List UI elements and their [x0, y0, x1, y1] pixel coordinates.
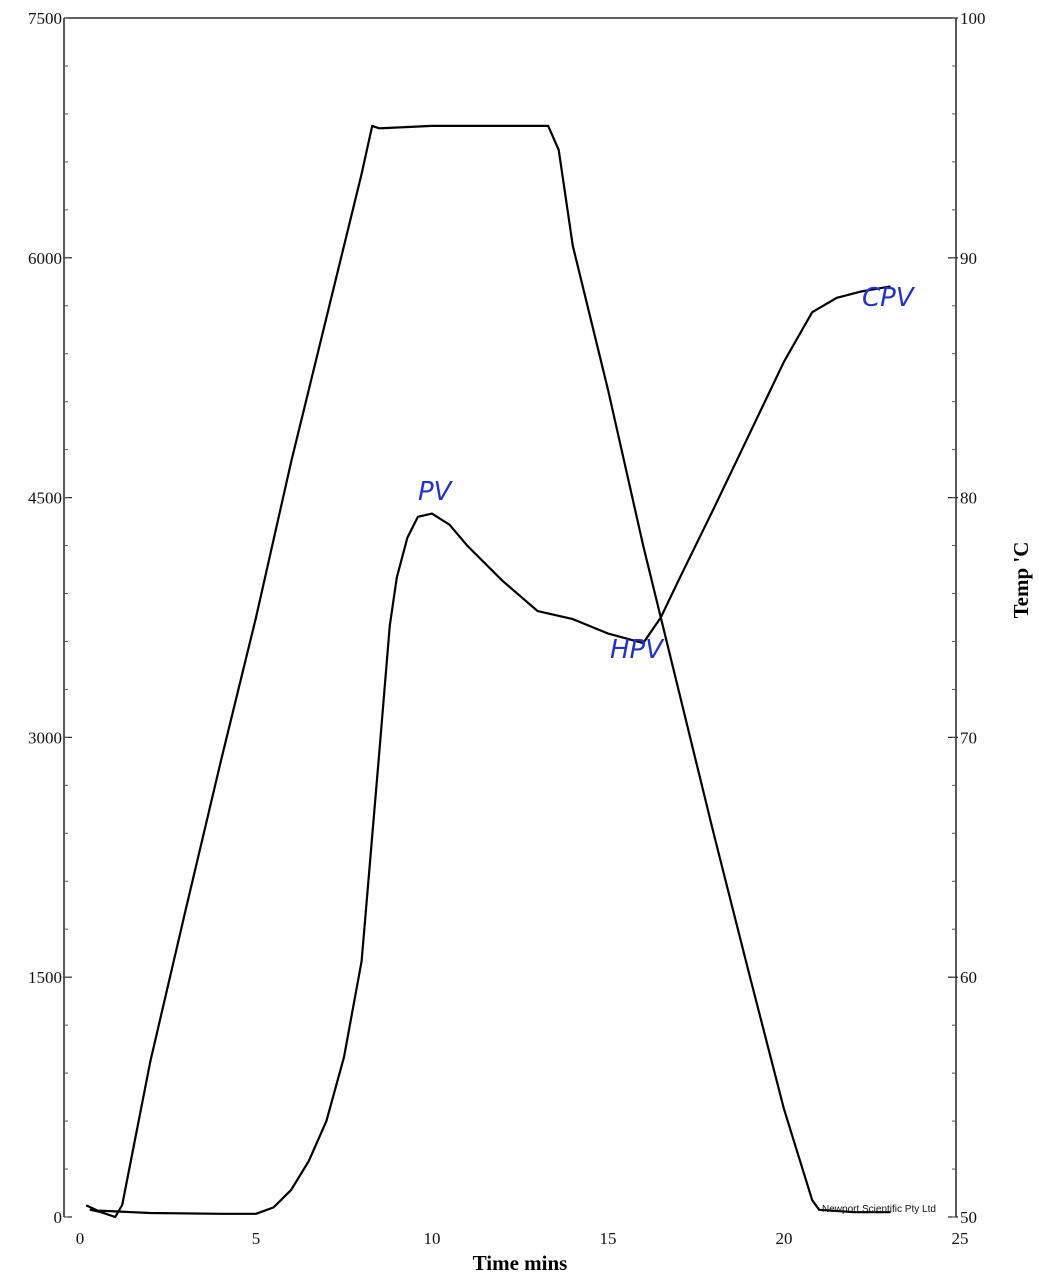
annotation-hpv: HPV — [610, 635, 665, 665]
right-tick-label: 70 — [960, 728, 977, 747]
x-axis-title: Time mins — [473, 1251, 568, 1275]
left-tick-label: 6000 — [28, 249, 62, 268]
temperature-series-line — [89, 124, 891, 1219]
tick-labels: 0 1500 3000 4500 6000 7500 50 60 70 80 90 100 0 5 10 15… — [28, 9, 986, 1248]
right-tick-label: 50 — [960, 1208, 977, 1227]
x-tick-label: 5 — [252, 1229, 261, 1248]
x-tick-label: 0 — [76, 1229, 85, 1248]
right-tick-label: 60 — [960, 968, 977, 987]
axes — [63, 17, 957, 1217]
annotation-pv: PV — [418, 477, 454, 507]
right-tick-label: 100 — [960, 9, 986, 28]
tick-marks — [64, 17, 958, 1218]
left-tick-label: 4500 — [28, 489, 62, 508]
viscosity-series-line — [85, 285, 891, 1215]
left-tick-label: 7500 — [28, 9, 62, 28]
x-tick-label: 20 — [776, 1229, 793, 1248]
left-tick-label: 3000 — [28, 728, 62, 747]
x-tick-label: 15 — [600, 1229, 617, 1248]
credit-label: Newport Scientific Pty Ltd — [822, 1204, 936, 1215]
annotation-cpv: CPV — [862, 283, 916, 313]
left-tick-label: 1500 — [28, 968, 62, 987]
left-tick-label: 0 — [54, 1208, 63, 1227]
right-tick-label: 80 — [960, 489, 977, 508]
right-tick-label: 90 — [960, 249, 977, 268]
right-axis-title: Temp 'C — [1009, 542, 1033, 619]
x-tick-label: 10 — [424, 1229, 441, 1248]
plot-area — [85, 124, 891, 1219]
x-tick-label: 25 — [952, 1229, 969, 1248]
